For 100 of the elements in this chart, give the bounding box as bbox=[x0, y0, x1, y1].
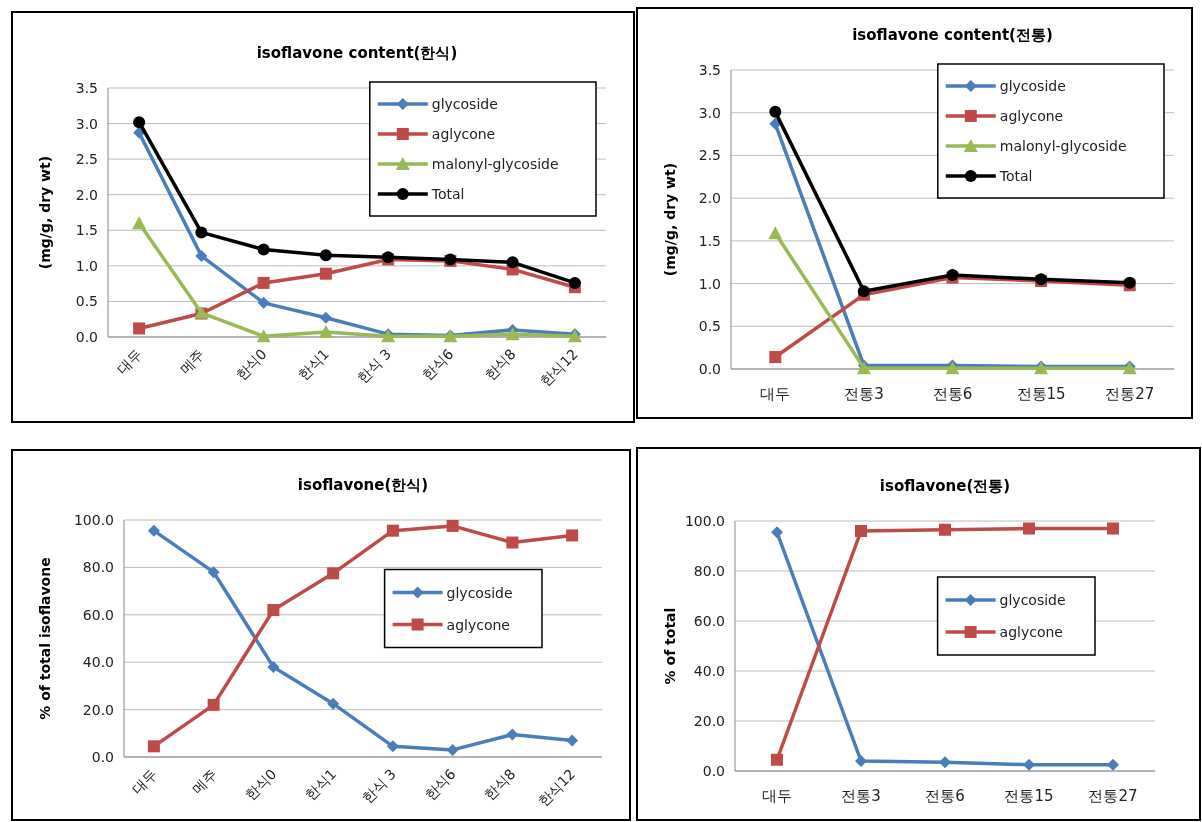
chart-title: isoflavone(한식) bbox=[297, 476, 429, 494]
y-tick-label: 0.5 bbox=[698, 318, 721, 335]
point bbox=[771, 526, 783, 539]
point bbox=[132, 216, 147, 230]
point bbox=[207, 698, 220, 711]
point bbox=[566, 529, 579, 542]
y-tick-label: 1.5 bbox=[698, 232, 721, 249]
x-tick-label: 대두 bbox=[760, 385, 791, 403]
point bbox=[319, 311, 332, 324]
point bbox=[257, 276, 270, 289]
point bbox=[319, 267, 332, 280]
point bbox=[939, 756, 951, 769]
y-tick-label: 3.0 bbox=[75, 115, 98, 132]
point bbox=[257, 296, 270, 309]
point bbox=[195, 226, 208, 239]
point bbox=[939, 523, 951, 536]
y-tick-label: 0.0 bbox=[75, 329, 98, 345]
legend-label: malonyl-glycoside bbox=[431, 156, 559, 172]
point bbox=[207, 566, 220, 579]
legend-label: aglycone bbox=[999, 624, 1063, 640]
y-tick-label: 20.0 bbox=[693, 713, 725, 729]
x-tick-label: 메주 bbox=[176, 345, 208, 377]
point bbox=[327, 697, 340, 710]
y-tick-label: 80.0 bbox=[693, 563, 725, 579]
y-axis-title: (mg/g, dry wt) bbox=[37, 155, 53, 270]
point bbox=[133, 116, 146, 129]
x-tick-label: 한식 3 bbox=[353, 345, 395, 387]
point bbox=[769, 105, 782, 118]
point bbox=[506, 728, 519, 741]
point bbox=[768, 226, 783, 240]
legend-label: aglycone bbox=[446, 616, 510, 633]
point bbox=[506, 256, 519, 269]
point bbox=[318, 325, 333, 339]
y-tick-label: 0.5 bbox=[75, 293, 98, 310]
y-tick-label: 2.5 bbox=[698, 147, 721, 164]
legend-label: aglycone bbox=[431, 126, 496, 142]
point bbox=[446, 519, 459, 532]
point bbox=[568, 276, 581, 289]
legend-label: glycoside bbox=[999, 592, 1066, 608]
legend-label: aglycone bbox=[999, 108, 1064, 124]
point bbox=[147, 524, 160, 537]
point bbox=[855, 755, 867, 767]
y-tick-label: 2.0 bbox=[698, 190, 721, 207]
y-tick-label: 100.0 bbox=[73, 512, 114, 528]
point bbox=[446, 743, 459, 756]
point bbox=[771, 753, 783, 766]
point bbox=[505, 327, 520, 341]
point bbox=[256, 329, 271, 343]
point bbox=[195, 249, 208, 262]
y-tick-label: 1.5 bbox=[75, 222, 98, 239]
y-tick-label: 0.0 bbox=[91, 749, 114, 765]
y-tick-label: 1.0 bbox=[698, 275, 721, 292]
point bbox=[855, 525, 867, 537]
legend-label: glycoside bbox=[446, 584, 513, 601]
y-tick-label: 0.0 bbox=[698, 361, 721, 377]
y-tick-label: 100.0 bbox=[684, 513, 725, 529]
y-tick-label: 20.0 bbox=[82, 701, 114, 718]
point bbox=[386, 524, 399, 537]
x-tick-label: 대두 bbox=[762, 787, 792, 805]
y-tick-label: 3.5 bbox=[698, 62, 721, 78]
y-tick-label: 2.5 bbox=[75, 151, 98, 168]
point bbox=[1023, 758, 1035, 771]
point bbox=[769, 351, 782, 364]
y-tick-label: 80.0 bbox=[82, 559, 114, 576]
legend-label: malonyl-glycoside bbox=[999, 138, 1127, 154]
y-axis-title: % of total isoflavone bbox=[37, 557, 53, 720]
x-tick-label: 대두 bbox=[128, 765, 160, 797]
point bbox=[147, 740, 160, 753]
x-tick-label: 전통3 bbox=[844, 385, 884, 403]
x-tick-label: 전통3 bbox=[841, 787, 881, 805]
point bbox=[1107, 758, 1119, 771]
x-tick-label: 대두 bbox=[114, 345, 146, 377]
x-tick-label: 전통6 bbox=[932, 385, 973, 403]
point bbox=[319, 249, 332, 262]
x-tick-label: 전통6 bbox=[925, 787, 965, 805]
legend-label: glycoside bbox=[999, 78, 1066, 94]
point bbox=[1023, 522, 1035, 535]
y-tick-label: 60.0 bbox=[82, 606, 114, 623]
legend-label: Total bbox=[430, 186, 465, 202]
point bbox=[566, 734, 579, 747]
y-axis-title: % of total bbox=[662, 607, 678, 685]
x-tick-label: 전통15 bbox=[1016, 385, 1066, 403]
y-tick-label: 2.0 bbox=[75, 186, 98, 203]
legend-label: glycoside bbox=[431, 96, 498, 112]
y-tick-label: 3.0 bbox=[698, 104, 721, 121]
y-tick-label: 60.0 bbox=[693, 613, 725, 629]
y-tick-label: 40.0 bbox=[82, 654, 114, 671]
point bbox=[1107, 522, 1119, 535]
y-axis-title: (mg/g, dry wt) bbox=[662, 162, 678, 277]
point bbox=[506, 536, 519, 549]
point bbox=[386, 740, 399, 753]
x-tick-label: 전통27 bbox=[1088, 787, 1138, 805]
x-tick-label: 메주 bbox=[188, 765, 220, 797]
legend-label: Total bbox=[998, 168, 1033, 184]
chart-title: isoflavone content(전통) bbox=[852, 26, 1053, 44]
x-tick-label: 전통15 bbox=[1004, 787, 1054, 805]
chart-title: isoflavone content(한식) bbox=[256, 44, 458, 62]
x-tick-label: 전통27 bbox=[1105, 385, 1155, 403]
point bbox=[267, 604, 280, 617]
y-tick-label: 40.0 bbox=[693, 663, 725, 679]
